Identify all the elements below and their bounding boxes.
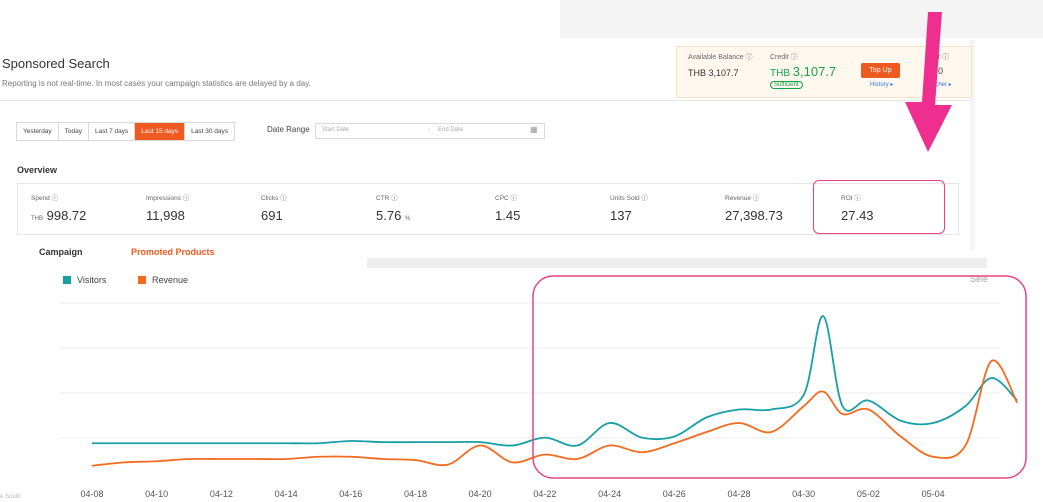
tab-last-30-days[interactable]: Last 30 days [191, 128, 228, 135]
tab-last-15-days[interactable]: Last 15 days [135, 123, 186, 140]
legend-swatch [63, 276, 71, 284]
tab-yesterday[interactable]: Yesterday [17, 123, 59, 140]
x-tick-label: 04-18 [404, 489, 427, 499]
metric-impressions: Impressions ⓘ 11,998 [146, 192, 189, 223]
metric-label: CPC ⓘ [495, 195, 518, 202]
voucher-link[interactable]: ucher ▸ [932, 82, 952, 88]
tab-today[interactable]: Today [59, 123, 90, 140]
x-tick-label: 04-28 [727, 489, 750, 499]
metric-value: 137 [610, 208, 632, 223]
footer-text: e South [0, 494, 21, 500]
top-up-button[interactable]: Top Up [861, 63, 900, 78]
metric-value: 5.76 % [376, 208, 411, 223]
legend-label: Visitors [77, 275, 107, 285]
page-title: Sponsored Search [2, 56, 110, 71]
x-tick-label: 04-26 [663, 489, 686, 499]
credit-value: THB 3,107.7 [770, 64, 837, 79]
date-tabs: Yesterday Today Last 7 days Last 15 days… [16, 122, 235, 141]
x-tick-label: 04-08 [80, 489, 103, 499]
voucher-label: r ⓘ [938, 54, 950, 61]
x-tick-label: 04-24 [598, 489, 621, 499]
calendar-icon[interactable]: ▦ [530, 125, 538, 134]
metric-roi: ROI ⓘ 27.43 [841, 192, 874, 223]
metric-label: Revenue ⓘ [725, 195, 760, 202]
voucher-value: 0 [938, 66, 944, 76]
history-link[interactable]: History ▸ [870, 82, 894, 88]
legend-revenue[interactable]: Revenue [138, 275, 188, 285]
legend-swatch [138, 276, 146, 284]
tab-promoted-products[interactable]: Promoted Products [131, 247, 215, 257]
balance-card [676, 46, 972, 98]
start-date-input[interactable]: Start Date [322, 127, 350, 133]
x-tick-label: 04-30 [792, 489, 815, 499]
metric-value: THB 998.72 [31, 208, 87, 223]
x-tick-label: 04-14 [275, 489, 298, 499]
legend-label: Revenue [152, 275, 189, 285]
metric-label: Spend ⓘ [31, 195, 59, 202]
metric-label: Clicks ⓘ [261, 195, 287, 202]
x-tick-label: 04-16 [339, 489, 362, 499]
page-subtitle: Reporting is not real-time. In most case… [2, 79, 311, 88]
metric-value: 11,998 [146, 208, 185, 223]
metric-value: 691 [261, 208, 283, 223]
series-line-revenue [91, 359, 1019, 467]
metrics-panel: Spend ⓘ THB 998.72 Impressions ⓘ 11,998 … [17, 183, 959, 235]
metric-revenue: Revenue ⓘ 27,398.73 [725, 192, 783, 223]
metric-label: ROI ⓘ [841, 195, 861, 202]
x-tick-label: 05-04 [922, 489, 945, 499]
background-shape [560, 0, 1043, 38]
select-dropdown[interactable]: Sele [970, 274, 989, 284]
date-separator: - [428, 127, 430, 133]
series-line-visitors [92, 315, 1018, 447]
end-date-input[interactable]: End Date [438, 127, 464, 133]
metric-units-sold: Units Sold ⓘ 137 [610, 192, 648, 223]
metric-spend: Spend ⓘ THB 998.72 [31, 192, 86, 223]
x-tick-label: 04-12 [210, 489, 233, 499]
tab-last-7-days[interactable]: Last 7 days [89, 123, 136, 140]
credit-label: Credit ⓘ [770, 54, 798, 61]
metric-label: Impressions ⓘ [146, 195, 190, 202]
chart-highlight-box [532, 275, 1027, 479]
date-range-label: Date Range [267, 125, 310, 134]
x-tick-label: 04-22 [533, 489, 556, 499]
sufficient-badge: Sufficient [770, 81, 803, 89]
arrow-shape [905, 12, 952, 152]
roi-highlight-box [813, 180, 945, 234]
x-tick-label: 05-02 [857, 489, 880, 499]
metric-value: 1.45 [495, 208, 521, 223]
line-chart: 04-08 04-10 04-12 04-14 04-16 04-18 04-20 04-22… [60, 302, 1019, 499]
divider [0, 100, 970, 101]
metric-label: CTR ⓘ [376, 195, 398, 202]
metric-cpc: CPC ⓘ 1.45 [495, 192, 520, 223]
available-balance-label: Available Balance ⓘ [688, 54, 753, 61]
divider-band [367, 258, 987, 268]
legend-visitors[interactable]: Visitors [63, 275, 106, 285]
metric-value: 27,398.73 [725, 208, 783, 223]
metric-value: 27.43 [841, 208, 874, 223]
tab-campaign[interactable]: Campaign [39, 247, 83, 257]
pink-arrow-icon [905, 12, 952, 152]
metric-label: Units Sold ⓘ [610, 195, 648, 202]
available-balance-value: THB 3,107.7 [688, 68, 739, 78]
overview-title: Overview [17, 165, 58, 175]
date-range-picker[interactable]: Start Date - End Date ▦ [315, 123, 545, 139]
metric-ctr: CTR ⓘ 5.76 % [376, 192, 410, 223]
metric-clicks: Clicks ⓘ 691 [261, 192, 287, 223]
x-tick-label: 04-20 [469, 489, 492, 499]
x-tick-label: 04-10 [145, 489, 168, 499]
